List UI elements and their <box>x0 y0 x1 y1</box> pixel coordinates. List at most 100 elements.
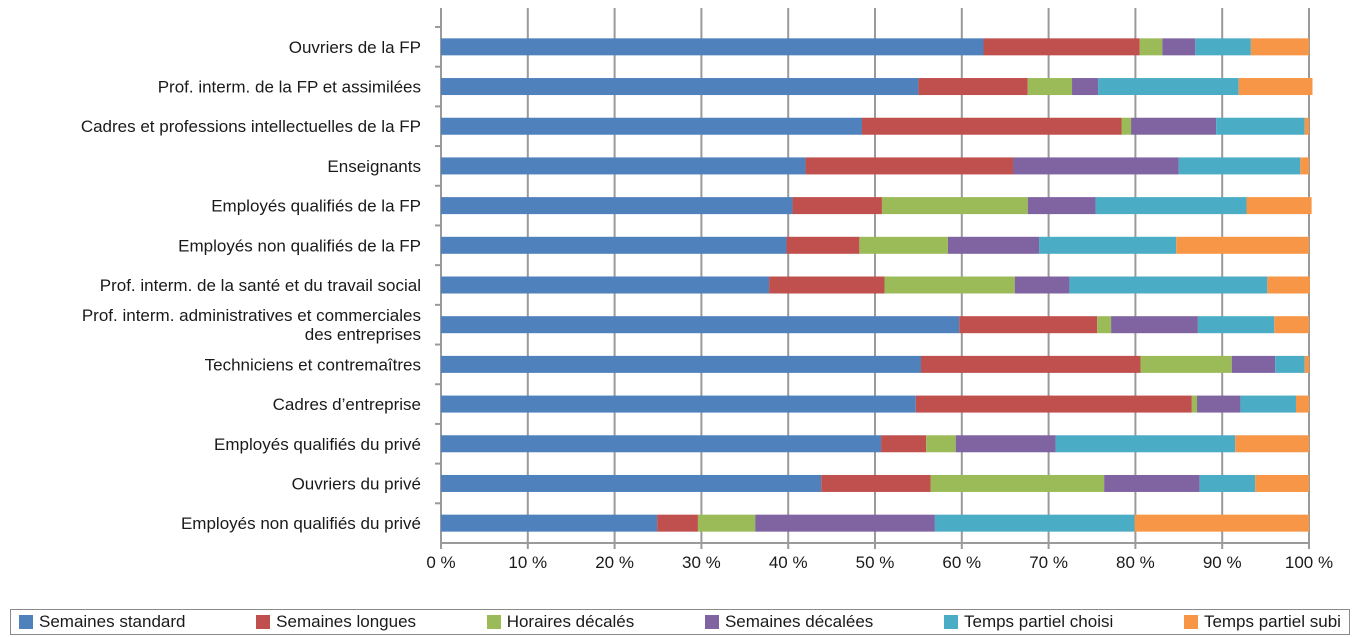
bar-segment <box>1238 78 1313 96</box>
bar-segment <box>1295 395 1309 413</box>
bar-segment <box>1013 157 1179 175</box>
bar-segment <box>1235 435 1309 453</box>
bar-segment <box>881 197 1028 215</box>
bar-segment <box>805 157 1014 175</box>
x-tick-label: 20 % <box>595 553 634 572</box>
bar-segment <box>821 474 931 492</box>
bar-segment <box>1098 78 1239 96</box>
bar-segment <box>1055 435 1236 453</box>
category-label: Employés non qualifiés du privé <box>181 514 421 533</box>
bar-segment <box>755 514 935 532</box>
bar-segment <box>1176 236 1309 254</box>
category-label: Prof. interm. administratives et commerc… <box>82 306 421 325</box>
bar-segment <box>1275 355 1305 373</box>
bar-segment <box>1195 38 1251 56</box>
bar-segment <box>861 117 1122 135</box>
bar-segment <box>947 236 1040 254</box>
bar-segment <box>769 276 885 294</box>
bar-segment <box>441 355 922 373</box>
bar-segment <box>441 514 658 532</box>
legend-swatch <box>1183 615 1198 629</box>
legend-label: Semaines décalées <box>724 612 874 631</box>
category-label: Prof. interm. de la FP et assimilées <box>158 78 421 97</box>
bar-segment <box>441 78 919 96</box>
bar-segment <box>1134 514 1309 532</box>
legend-item: Temps partiel choisi <box>943 612 1113 632</box>
category-label: Techniciens et contremaîtres <box>205 355 421 374</box>
category-label: Cadres d’entreprise <box>273 395 421 414</box>
bar-segment <box>1240 395 1296 413</box>
x-tick-label: 40 % <box>769 553 808 572</box>
bar-segment <box>881 435 927 453</box>
bar-segment <box>1097 316 1112 334</box>
x-tick-label: 80 % <box>1116 553 1155 572</box>
legend-swatch <box>943 615 958 629</box>
bar-segment <box>1139 38 1163 56</box>
bar-segment <box>884 276 1015 294</box>
bar-segment <box>1267 276 1310 294</box>
bar-segment <box>1304 117 1309 135</box>
stacked-bar-chart: 0 % 10 % 20 % 30 % 40 % 50 % 60 % 70 % 80 % 90 % 1… <box>81 8 1333 572</box>
x-tick-label: 10 % <box>508 553 547 572</box>
category-label: Enseignants <box>327 157 421 176</box>
bar-segment <box>792 197 882 215</box>
x-tick-label: 50 % <box>856 553 895 572</box>
chart-legend: Semaines standard Semaines longues Horaire… <box>10 609 1350 635</box>
bar-segment <box>1178 157 1301 175</box>
bar-segment <box>934 514 1135 532</box>
bar-segment <box>921 355 1141 373</box>
bar-segment <box>657 514 698 532</box>
x-tick-label: 0 % <box>426 553 455 572</box>
bar-segment <box>1300 157 1309 175</box>
legend-label: Temps partiel subi <box>1203 612 1341 631</box>
bar-segment <box>441 38 984 56</box>
bar-segment <box>441 236 787 254</box>
legend-item: Semaines longues <box>256 612 416 632</box>
bar-segment <box>1131 117 1217 135</box>
bar-segment <box>441 316 960 334</box>
bar-segment <box>1039 236 1177 254</box>
legend-swatch <box>704 615 719 629</box>
bar-segment <box>859 236 948 254</box>
category-label: Prof. interm. de la santé et du travail … <box>100 276 421 295</box>
x-tick-label: 90 % <box>1203 553 1242 572</box>
bar-segment <box>1140 355 1232 373</box>
category-label: des entreprises <box>305 325 421 344</box>
bar-segment <box>1162 38 1196 56</box>
bar-segment <box>441 276 770 294</box>
bar-segment <box>1027 78 1073 96</box>
bar-segment <box>930 474 1105 492</box>
bar-segment <box>441 117 862 135</box>
bar-segment <box>1216 117 1305 135</box>
category-label: Employés non qualifiés de la FP <box>178 236 421 255</box>
bar-segment <box>1069 276 1268 294</box>
bar-segment <box>1027 197 1096 215</box>
legend-swatch <box>486 615 501 629</box>
bar-segment <box>1104 474 1200 492</box>
bar-segment <box>1246 197 1312 215</box>
bar-segment <box>1231 355 1276 373</box>
bar-segment <box>959 316 1098 334</box>
bar-segment <box>1255 474 1309 492</box>
bar-segment <box>786 236 860 254</box>
bar-segment <box>955 435 1056 453</box>
legend-item: Semaines décalées <box>704 612 874 632</box>
bar-segment <box>1121 117 1132 135</box>
bar-segment <box>1304 355 1309 373</box>
bar-segment <box>1111 316 1198 334</box>
x-tick-label: 30 % <box>682 553 721 572</box>
legend-item: Temps partiel subi <box>1183 612 1341 632</box>
bar-segment <box>441 435 882 453</box>
x-tick-label: 70 % <box>1029 553 1068 572</box>
bar-segment <box>1199 474 1256 492</box>
category-label: Ouvriers de la FP <box>289 38 421 57</box>
bar-segment <box>1191 395 1198 413</box>
bar-segment <box>1072 78 1099 96</box>
bar-segment <box>983 38 1140 56</box>
x-tick-label: 60 % <box>942 553 981 572</box>
category-label: Ouvriers du privé <box>292 474 421 493</box>
bar-segment <box>441 395 916 413</box>
bar-segment <box>1095 197 1247 215</box>
bar-segment <box>915 395 1192 413</box>
